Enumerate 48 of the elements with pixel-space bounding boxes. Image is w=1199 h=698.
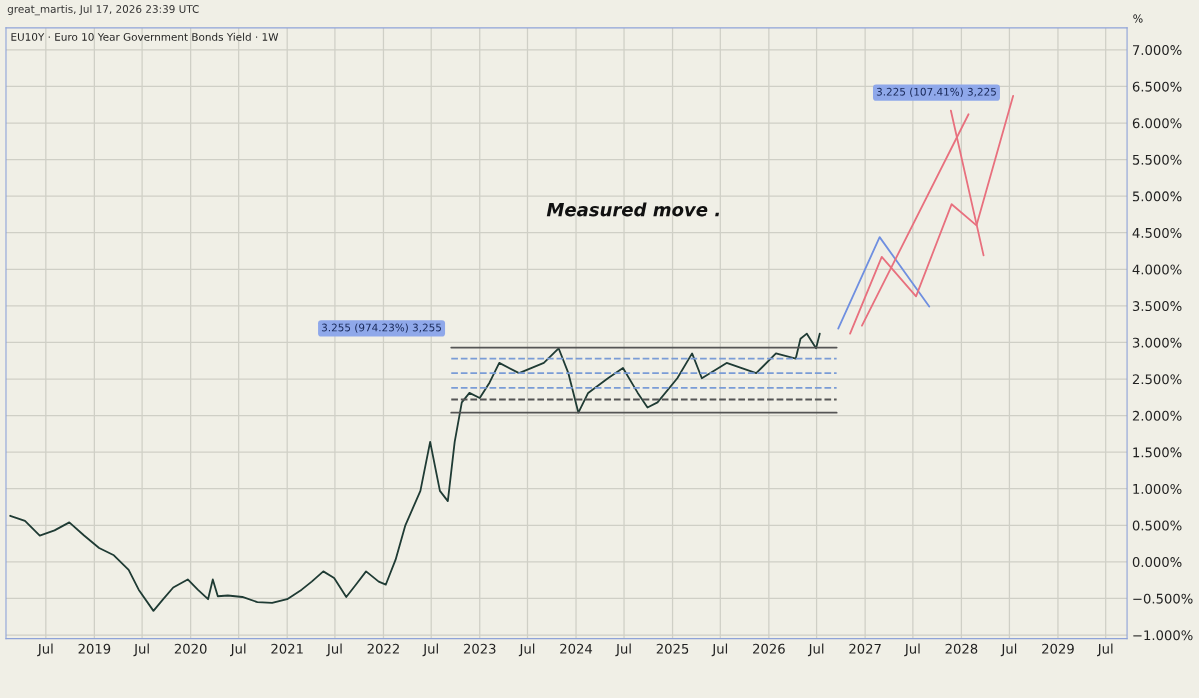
x-tick-label: Jul (422, 643, 438, 657)
x-tick-label: Jul (807, 643, 824, 657)
annotation: Measured move . (546, 202, 719, 217)
x-tick-label: 2019 (78, 643, 111, 654)
x-tick-label: Jul (1097, 643, 1113, 657)
x-tick-label: Jul (230, 643, 246, 657)
y-tick-label: 0.000% (1132, 557, 1182, 568)
annotation: 3.255 (974.23%) 3,255 (321, 323, 442, 333)
y-tick-label: 6.000% (1132, 118, 1182, 129)
y-tick-label: 2.000% (1132, 410, 1182, 421)
x-tick-label: 2021 (271, 643, 303, 654)
x-tick-label: Jul (37, 643, 53, 657)
chart-title: EU10Y · Euro 10 Year Government Bonds Yield · 1W (11, 32, 279, 41)
line-series (849, 95, 1015, 335)
y-tick-label: 4.500% (1132, 227, 1182, 238)
x-tick-label: Jul (326, 643, 342, 657)
y-tick-label: −0.500% (1133, 593, 1193, 604)
x-tick-label: 2027 (849, 643, 881, 654)
x-tick-label: 2025 (656, 643, 689, 654)
y-tick-label: 5.500% (1132, 154, 1182, 165)
x-tick-label: 2029 (1042, 643, 1074, 654)
y-tick-label: 1.000% (1133, 483, 1182, 494)
y-tick-label: 4.000% (1132, 264, 1182, 275)
y-tick-label: 3.000% (1132, 337, 1182, 348)
x-tick-label: Jul (711, 643, 728, 657)
y-tick-label: 0.500% (1132, 520, 1182, 531)
annotation: 3.225 (107.41%) 3,225 (876, 87, 996, 97)
y-tick-label: 3.500% (1132, 301, 1182, 312)
x-tick-label: Jul (133, 643, 149, 657)
x-tick-label: 2022 (367, 643, 399, 654)
x-tick-label: 2028 (945, 643, 978, 654)
y-tick-label: 2.500% (1132, 374, 1182, 385)
x-tick-label: Jul (615, 643, 631, 657)
x-tick-label: 2020 (174, 643, 207, 654)
y-axis-title: % (1133, 14, 1143, 23)
x-tick-label: Jul (904, 643, 920, 657)
y-tick-label: 5.000% (1132, 191, 1182, 202)
y-tick-label: 6.500% (1132, 81, 1182, 92)
x-tick-label: Jul (518, 643, 535, 657)
x-tick-label: 2026 (753, 643, 785, 654)
y-tick-label: 1.500% (1133, 447, 1182, 458)
y-tick-label: −1.000% (1133, 630, 1193, 641)
chart-subtitle: great_martis, Jul 17, 2026 23:39 UTC (7, 4, 199, 16)
y-tick-label: 7.000% (1133, 45, 1182, 56)
x-tick-label: 2023 (463, 643, 496, 654)
line-series (9, 332, 821, 612)
x-tick-label: 2024 (560, 643, 593, 654)
x-tick-label: Jul (1000, 643, 1017, 657)
